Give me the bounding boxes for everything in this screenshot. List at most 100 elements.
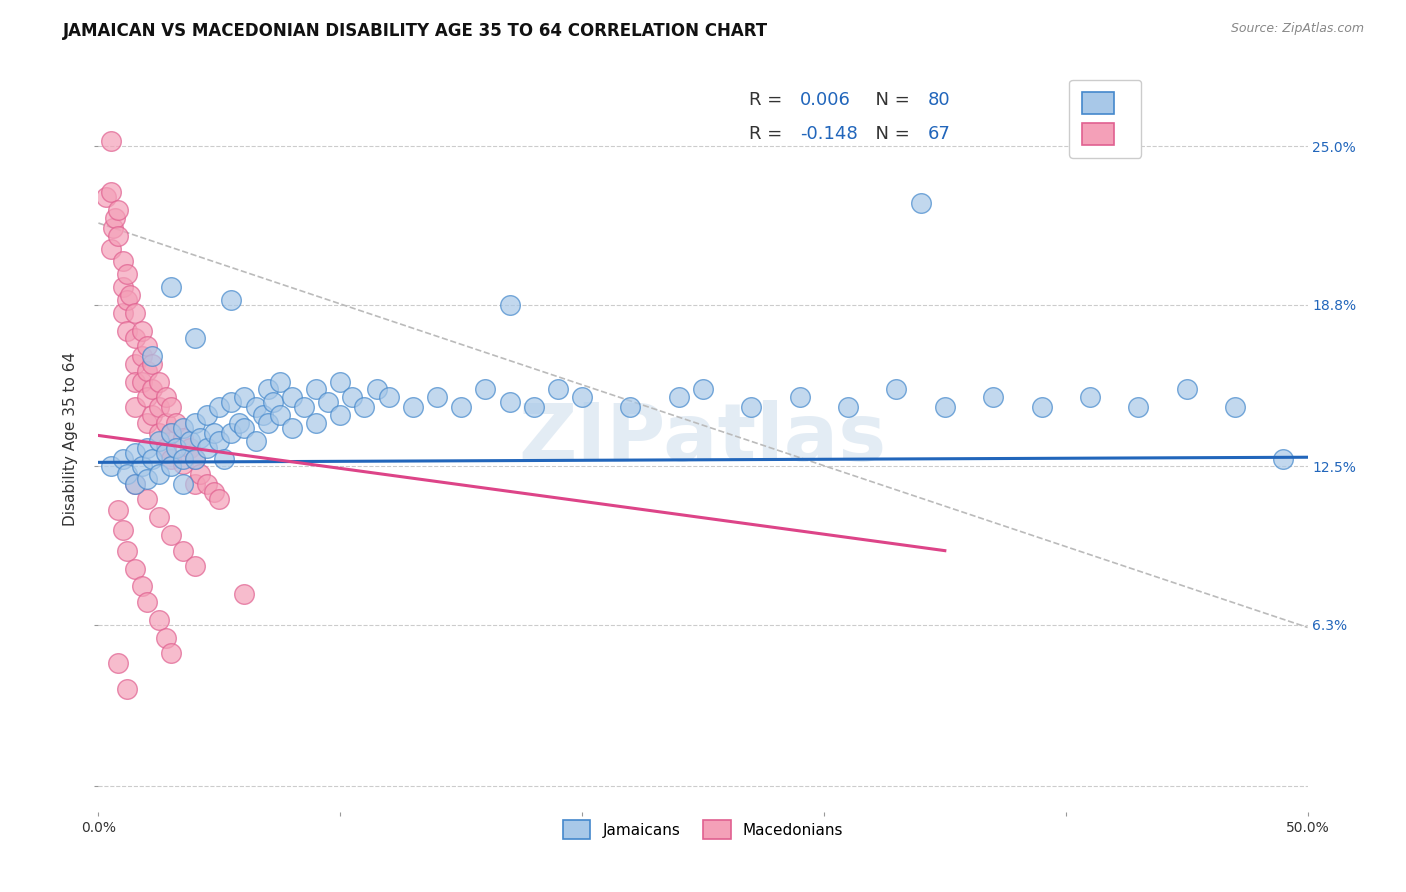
- Point: [281, 390, 304, 404]
- Point: [160, 401, 183, 415]
- Point: [188, 467, 211, 481]
- Point: [135, 339, 157, 353]
- Point: [165, 442, 187, 456]
- Point: [111, 305, 134, 319]
- Point: [208, 434, 231, 448]
- Point: [172, 431, 194, 445]
- Point: [160, 425, 183, 440]
- Point: [305, 383, 328, 397]
- Point: [208, 492, 231, 507]
- Point: [195, 442, 218, 456]
- Point: [342, 390, 364, 404]
- Point: [221, 293, 243, 307]
- Point: [124, 477, 146, 491]
- Point: [124, 375, 146, 389]
- Point: [498, 298, 520, 312]
- Text: -0.148: -0.148: [800, 125, 858, 143]
- Point: [184, 331, 207, 345]
- Point: [789, 390, 811, 404]
- Point: [619, 401, 641, 415]
- Point: [135, 364, 157, 378]
- Text: JAMAICAN VS MACEDONIAN DISABILITY AGE 35 TO 64 CORRELATION CHART: JAMAICAN VS MACEDONIAN DISABILITY AGE 35…: [63, 22, 769, 40]
- Point: [160, 646, 183, 660]
- Legend: Jamaicans, Macedonians: Jamaicans, Macedonians: [557, 814, 849, 845]
- Point: [426, 390, 449, 404]
- Point: [131, 459, 153, 474]
- Point: [1031, 401, 1053, 415]
- Point: [155, 631, 177, 645]
- Point: [135, 442, 157, 456]
- Y-axis label: Disability Age 35 to 64: Disability Age 35 to 64: [63, 352, 79, 526]
- Point: [135, 390, 157, 404]
- Point: [245, 434, 267, 448]
- Point: [148, 434, 170, 448]
- Point: [124, 561, 146, 575]
- Point: [837, 401, 859, 415]
- Point: [165, 416, 187, 430]
- Point: [1272, 451, 1295, 466]
- Point: [141, 408, 163, 422]
- Point: [208, 401, 231, 415]
- Point: [179, 434, 201, 448]
- Point: [1223, 401, 1246, 415]
- Point: [148, 613, 170, 627]
- Point: [148, 401, 170, 415]
- Point: [117, 467, 139, 481]
- Point: [184, 451, 207, 466]
- Point: [107, 502, 129, 516]
- Point: [135, 416, 157, 430]
- Point: [100, 459, 122, 474]
- Point: [107, 657, 129, 671]
- Point: [450, 401, 472, 415]
- Point: [1175, 383, 1198, 397]
- Point: [117, 293, 139, 307]
- Point: [252, 408, 274, 422]
- Point: [188, 431, 211, 445]
- Point: [232, 390, 254, 404]
- Point: [124, 401, 146, 415]
- Point: [131, 375, 153, 389]
- Point: [124, 446, 146, 460]
- Point: [212, 451, 235, 466]
- Point: [523, 401, 546, 415]
- Text: 67: 67: [928, 125, 950, 143]
- Point: [377, 390, 399, 404]
- Point: [117, 681, 139, 696]
- Point: [141, 349, 163, 363]
- Point: [292, 401, 315, 415]
- Text: Source: ZipAtlas.com: Source: ZipAtlas.com: [1230, 22, 1364, 36]
- Point: [131, 579, 153, 593]
- Point: [172, 421, 194, 435]
- Point: [155, 446, 177, 460]
- Point: [547, 383, 569, 397]
- Point: [155, 416, 177, 430]
- Point: [221, 425, 243, 440]
- Text: N =: N =: [863, 125, 915, 143]
- Point: [571, 390, 593, 404]
- Point: [117, 324, 139, 338]
- Point: [692, 383, 714, 397]
- Point: [101, 221, 124, 235]
- Point: [117, 543, 139, 558]
- Point: [100, 134, 122, 148]
- Point: [256, 416, 278, 430]
- Point: [232, 587, 254, 601]
- Text: 0.006: 0.006: [800, 91, 851, 110]
- Point: [366, 383, 388, 397]
- Point: [329, 408, 352, 422]
- Point: [117, 267, 139, 281]
- Point: [1078, 390, 1101, 404]
- Point: [281, 421, 304, 435]
- Text: N =: N =: [863, 91, 915, 110]
- Point: [107, 228, 129, 243]
- Point: [118, 287, 141, 301]
- Point: [886, 383, 908, 397]
- Point: [195, 408, 218, 422]
- Point: [135, 595, 157, 609]
- Point: [184, 559, 207, 574]
- Point: [981, 390, 1004, 404]
- Point: [184, 477, 207, 491]
- Point: [131, 349, 153, 363]
- Point: [262, 395, 284, 409]
- Point: [141, 357, 163, 371]
